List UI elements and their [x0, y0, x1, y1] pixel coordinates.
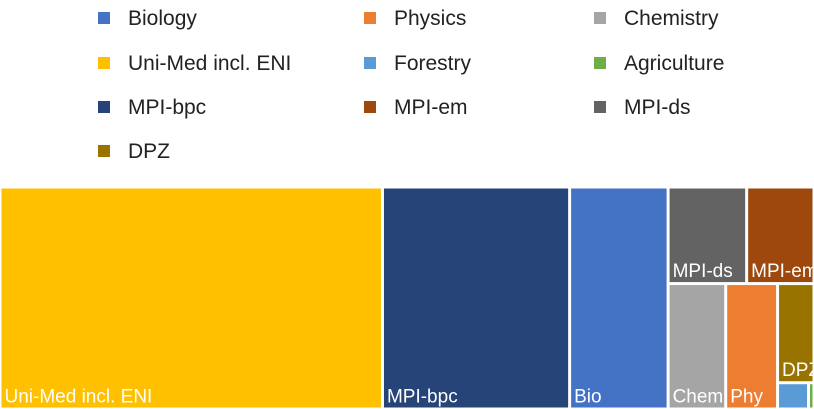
legend-swatch [98, 12, 110, 24]
legend-swatch [364, 12, 376, 24]
legend-label: DPZ [128, 140, 170, 163]
legend-label: Uni-Med incl. ENI [128, 52, 291, 75]
legend: Biology Physics Chemistry Uni-Med incl. ENI… [98, 7, 724, 163]
legend-swatch [594, 12, 606, 24]
legend-swatch [98, 101, 110, 113]
legend-label: Forestry [394, 52, 472, 75]
legend-item-agriculture: Agriculture [594, 52, 724, 75]
legend-swatch [98, 145, 110, 157]
legend-label: Chemistry [624, 7, 719, 30]
tile-biology: Bio [571, 188, 667, 408]
tile-mpi-ds: MPI-ds [669, 188, 746, 283]
tile-rect [383, 188, 569, 408]
tile-label: Chem [673, 387, 724, 408]
tile-rect [727, 285, 777, 408]
tile-rect [779, 384, 807, 408]
legend-label: MPI-ds [624, 96, 691, 119]
legend-item-physics: Physics [364, 7, 466, 30]
legend-swatch [594, 57, 606, 69]
legend-label: Physics [394, 7, 466, 30]
legend-swatch [364, 57, 376, 69]
tile-rect [748, 188, 813, 283]
tile-label: Uni-Med incl. ENI [5, 387, 153, 408]
tile-label: Phy [730, 387, 763, 408]
treemap-tiles: Uni-Med incl. ENI MPI-bpc Bio MPI-ds MPI-em C… [1, 188, 814, 408]
legend-item-biology: Biology [98, 7, 197, 30]
tile-label: MPI-ds [673, 261, 733, 282]
legend-label: MPI-bpc [128, 96, 206, 119]
tile-rect [669, 188, 746, 283]
tile-physics: Phy [727, 285, 777, 408]
legend-swatch [594, 101, 606, 113]
tile-mpi-bpc: MPI-bpc [383, 188, 569, 408]
tile-rect [809, 384, 813, 408]
legend-label: Biology [128, 7, 197, 30]
tile-rect [779, 285, 813, 382]
tile-label: DPZ [782, 360, 814, 381]
legend-item-dpz: DPZ [98, 140, 170, 163]
legend-label: Agriculture [624, 52, 724, 75]
tile-label: Bio [574, 387, 601, 408]
tile-dpz: DPZ [779, 285, 814, 382]
legend-item-mpi-em: MPI-em [364, 96, 468, 119]
legend-item-chemistry: Chemistry [594, 7, 719, 30]
legend-item-mpi-bpc: MPI-bpc [98, 96, 206, 119]
legend-item-mpi-ds: MPI-ds [594, 96, 691, 119]
legend-swatch [364, 101, 376, 113]
tile-agriculture [809, 384, 813, 408]
legend-item-forestry: Forestry [364, 52, 472, 75]
tile-label: MPI-bpc [387, 387, 458, 408]
tile-rect [1, 188, 381, 408]
tile-label: MPI-em [751, 261, 814, 282]
legend-item-uni-med-incl-eni: Uni-Med incl. ENI [98, 52, 291, 75]
legend-label: MPI-em [394, 96, 468, 119]
legend-swatch [98, 57, 110, 69]
tile-chemistry: Chem [669, 285, 725, 408]
tile-forestry [779, 384, 807, 408]
tile-uni-med-incl-eni: Uni-Med incl. ENI [1, 188, 381, 408]
tile-rect [669, 285, 725, 408]
tile-rect [571, 188, 667, 408]
tile-mpi-em: MPI-em [748, 188, 814, 283]
